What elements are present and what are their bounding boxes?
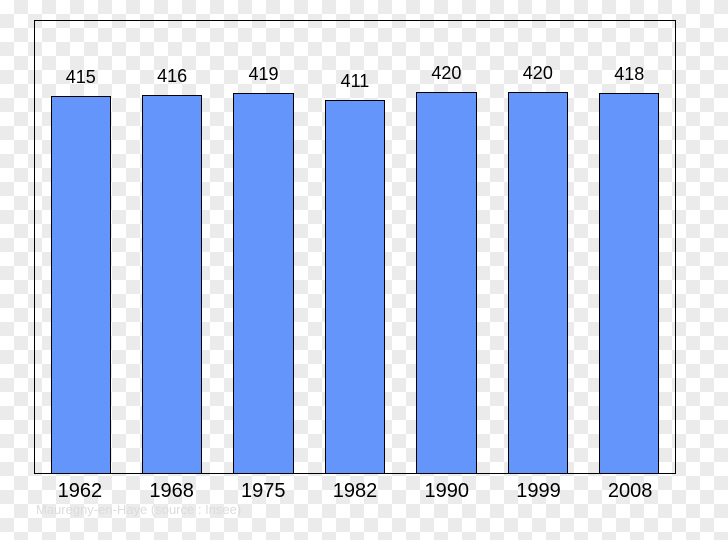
bar-value-label: 420: [492, 63, 583, 84]
caption: Mauregny-en-Haye (source : Insee): [36, 502, 241, 517]
bar: [508, 92, 568, 473]
bar-value-label: 415: [35, 67, 126, 88]
x-axis-label: 1962: [34, 480, 126, 503]
bar-value-label: 419: [218, 64, 309, 85]
x-axis-label: 1968: [126, 480, 218, 503]
bar: [416, 92, 476, 473]
x-axis: 1962196819751982199019992008: [34, 480, 676, 503]
x-axis-label: 1990: [401, 480, 493, 503]
bar-slot: 420: [492, 21, 583, 473]
bar: [233, 93, 293, 473]
x-axis-label: 2008: [584, 480, 676, 503]
bar-slot: 420: [401, 21, 492, 473]
bar-value-label: 416: [126, 66, 217, 87]
bar-slot: 419: [218, 21, 309, 473]
x-axis-label: 1982: [309, 480, 401, 503]
chart-stage: 415416419411420420418 196219681975198219…: [0, 0, 728, 540]
plot-area: 415416419411420420418: [35, 21, 675, 473]
bar: [599, 93, 659, 473]
x-axis-label: 1999: [493, 480, 585, 503]
bar: [142, 95, 202, 473]
bar-slot: 415: [35, 21, 126, 473]
bar: [325, 100, 385, 473]
bars-container: 415416419411420420418: [35, 21, 675, 473]
bar-slot: 411: [309, 21, 400, 473]
bar-slot: 418: [584, 21, 675, 473]
bar: [51, 96, 111, 473]
chart-frame: 415416419411420420418: [34, 20, 676, 474]
bar-value-label: 411: [309, 71, 400, 92]
bar-value-label: 420: [401, 63, 492, 84]
x-axis-label: 1975: [217, 480, 309, 503]
bar-slot: 416: [126, 21, 217, 473]
bar-value-label: 418: [584, 64, 675, 85]
caption-text: Mauregny-en-Haye (source : Insee): [36, 502, 241, 517]
